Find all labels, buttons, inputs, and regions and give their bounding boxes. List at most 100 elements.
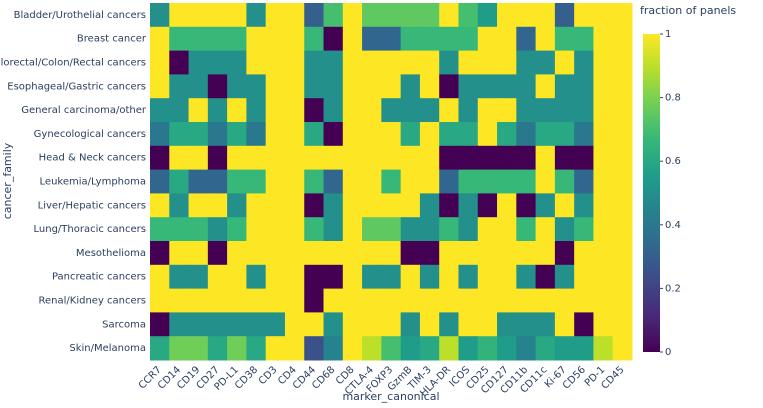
heat-cell <box>554 3 575 28</box>
heat-cell <box>381 264 402 290</box>
heat-cell <box>150 122 170 147</box>
heat-cell <box>381 241 402 266</box>
heat-cell <box>400 50 421 75</box>
heat-cell <box>207 217 228 242</box>
heat-cell <box>284 193 305 218</box>
heat-cell <box>439 288 459 313</box>
heat-cell <box>516 312 537 337</box>
heat-cell <box>516 217 537 242</box>
heat-cell <box>284 26 305 52</box>
heat-cell <box>342 264 363 290</box>
heat-cell <box>169 50 190 75</box>
heat-cell <box>419 26 440 52</box>
y-tick-label: Sarcoma <box>102 319 146 330</box>
heat-cell <box>381 26 402 52</box>
heat-cell <box>150 3 170 28</box>
heat-cell <box>477 312 498 337</box>
heat-cell <box>574 74 594 99</box>
heat-cell <box>612 74 633 99</box>
heat-cell <box>323 169 344 194</box>
heat-cell <box>554 122 575 147</box>
heat-cell <box>150 193 170 218</box>
heat-cell <box>535 122 556 147</box>
heat-cell <box>612 3 633 28</box>
heat-cell <box>458 74 479 99</box>
heat-cell <box>342 50 363 75</box>
heat-cell <box>612 241 633 266</box>
heat-cell <box>574 98 594 123</box>
heat-cell <box>323 288 344 313</box>
heat-cell <box>265 3 286 28</box>
heat-cell <box>554 50 575 75</box>
heat-cell <box>458 3 479 28</box>
heat-cell <box>284 169 305 194</box>
heat-cell <box>188 74 209 99</box>
heat-cell <box>612 169 633 194</box>
heat-cell <box>458 336 479 361</box>
heat-cell <box>497 217 517 242</box>
heat-cell <box>246 122 267 147</box>
heat-cell <box>188 98 209 123</box>
heat-cell <box>419 193 440 218</box>
heat-cell <box>304 74 325 99</box>
heat-cell <box>477 26 498 52</box>
heat-cell <box>400 74 421 99</box>
heat-cell <box>439 336 459 361</box>
heat-cell <box>169 3 190 28</box>
heat-cell <box>265 336 286 361</box>
heat-cell <box>612 98 633 123</box>
heat-cell <box>439 50 459 75</box>
heat-cell <box>554 241 575 266</box>
heat-cell <box>516 3 537 28</box>
heat-cell <box>188 26 209 52</box>
heat-cell <box>574 288 594 313</box>
heat-cell <box>342 288 363 313</box>
colorbar-tick-label: 0.4 <box>665 220 681 231</box>
heat-cell <box>458 217 479 242</box>
heat-cell <box>169 145 190 171</box>
heat-cell <box>593 145 614 171</box>
heat-cell <box>400 145 421 171</box>
y-tick-label: Breast cancer <box>77 34 147 45</box>
heat-cell <box>574 336 594 361</box>
heat-cell <box>342 217 363 242</box>
heat-cell <box>169 336 190 361</box>
heat-cell <box>246 169 267 194</box>
heat-cell <box>207 264 228 290</box>
heat-cell <box>593 98 614 123</box>
heat-cell <box>246 3 267 28</box>
heat-cell <box>612 145 633 171</box>
heat-cell <box>419 169 440 194</box>
heat-cell <box>362 241 382 266</box>
heat-cell <box>593 122 614 147</box>
heat-cell <box>535 241 556 266</box>
heat-cell <box>612 312 633 337</box>
heat-cell <box>593 241 614 266</box>
y-tick-label: Esophageal/Gastric cancers <box>7 81 146 92</box>
heat-cell <box>246 312 267 337</box>
heat-cell <box>188 145 209 171</box>
heat-cell <box>323 264 344 290</box>
heat-cell <box>207 193 228 218</box>
heat-cell <box>265 312 286 337</box>
heat-cell <box>497 50 517 75</box>
heat-cell <box>227 288 247 313</box>
heat-cell <box>207 336 228 361</box>
heat-cell <box>323 122 344 147</box>
heat-cell <box>265 217 286 242</box>
heat-cell <box>381 122 402 147</box>
heat-cell <box>246 288 267 313</box>
heat-cell <box>497 26 517 52</box>
heat-cell <box>458 98 479 123</box>
heat-cell <box>612 26 633 52</box>
heat-cell <box>574 264 594 290</box>
heat-cell <box>497 336 517 361</box>
heat-cell <box>381 3 402 28</box>
heat-cell <box>458 169 479 194</box>
heat-cell <box>612 264 633 290</box>
heat-cell <box>150 217 170 242</box>
heat-cell <box>150 169 170 194</box>
heat-cell <box>150 312 170 337</box>
heat-cell <box>188 241 209 266</box>
heat-cell <box>227 3 247 28</box>
